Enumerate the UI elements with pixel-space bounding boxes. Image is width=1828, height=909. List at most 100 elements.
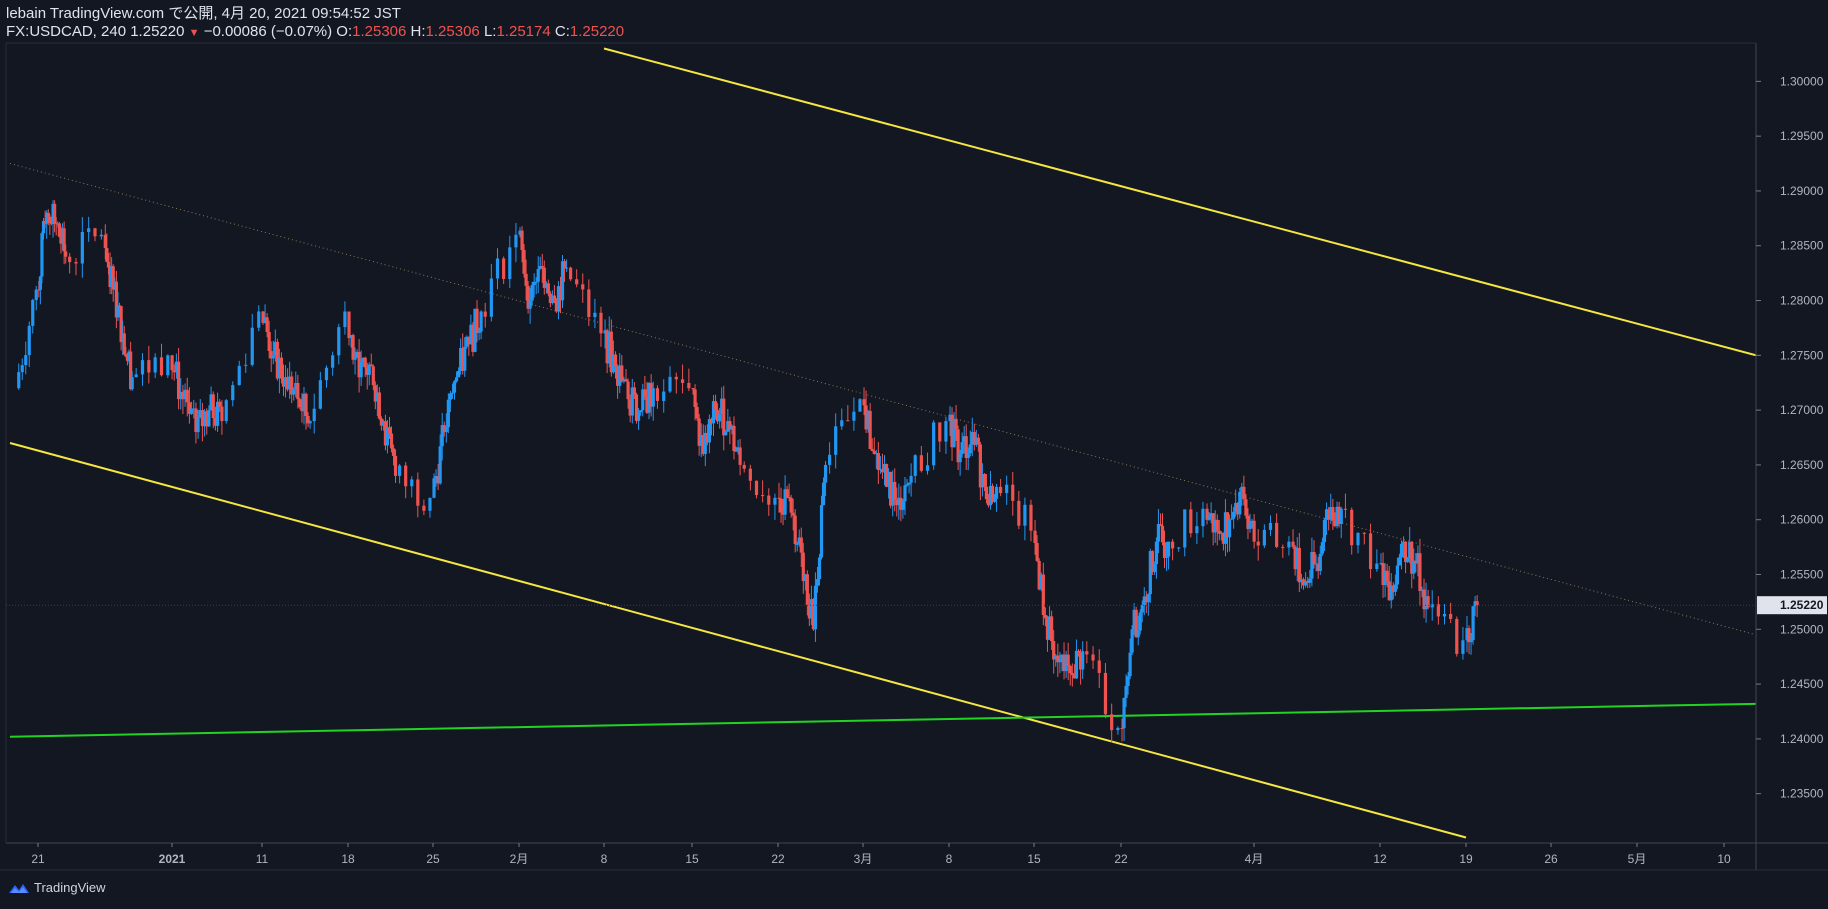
candle-body	[1079, 653, 1083, 670]
candle	[901, 499, 905, 519]
candle	[862, 387, 866, 416]
candle	[1291, 529, 1295, 549]
candle-body	[809, 599, 813, 619]
candle	[787, 483, 791, 502]
candle-body	[41, 220, 46, 234]
candle	[87, 216, 91, 242]
candle	[1221, 532, 1226, 551]
candle-body	[954, 419, 958, 430]
candle	[1301, 577, 1306, 590]
candle-body	[1091, 654, 1095, 661]
candle	[899, 486, 903, 522]
footer-branding[interactable]: TradingView	[8, 880, 106, 895]
candle-body	[1138, 612, 1142, 631]
candle	[1076, 649, 1081, 657]
candle-body	[1287, 541, 1291, 548]
candle	[288, 361, 292, 399]
candle	[1234, 489, 1238, 517]
candle	[526, 280, 530, 314]
candle-body	[605, 330, 609, 364]
candle-body	[895, 499, 899, 506]
candle-body	[267, 331, 271, 352]
candle-body	[1142, 596, 1146, 606]
candle-body	[1116, 727, 1120, 731]
candle	[1262, 524, 1266, 548]
candle	[718, 407, 722, 429]
candle-body	[540, 265, 544, 268]
candle	[990, 483, 995, 504]
candle	[231, 381, 235, 407]
candle	[277, 348, 282, 394]
candle	[748, 464, 752, 491]
candle	[1050, 610, 1054, 650]
symbol-interval[interactable]: FX:USDCAD, 240	[6, 23, 127, 40]
candle-body	[864, 405, 868, 430]
candle-body	[662, 391, 666, 401]
candle	[982, 472, 987, 492]
candle	[707, 414, 712, 454]
candle-body	[263, 317, 267, 324]
candle	[183, 383, 187, 407]
candle	[703, 425, 707, 467]
candle	[1299, 573, 1304, 589]
candle	[1414, 553, 1418, 573]
last-price-tag-label: 1.25220	[1780, 598, 1824, 612]
candle	[1126, 672, 1130, 695]
candle-body	[1375, 563, 1379, 570]
candle-body	[381, 421, 386, 426]
candle-body	[542, 267, 546, 288]
candle-body	[377, 392, 381, 419]
candle	[1449, 602, 1453, 624]
candle	[1310, 537, 1314, 587]
tradingview-logo-icon	[9, 883, 29, 893]
candle-body	[1205, 508, 1209, 520]
candle-body	[183, 389, 187, 400]
candle-body	[446, 399, 450, 428]
candle	[626, 378, 630, 409]
candle-body	[1379, 563, 1383, 565]
candle-body	[1242, 486, 1246, 500]
candle	[870, 438, 874, 452]
candle	[1116, 726, 1120, 735]
candle	[1287, 536, 1291, 556]
candle	[477, 327, 481, 341]
candle	[1068, 664, 1072, 686]
candle-body	[304, 393, 308, 417]
candle-body	[1103, 672, 1108, 715]
candle-body	[302, 393, 306, 412]
candle	[819, 495, 824, 560]
candle	[93, 227, 97, 242]
candle	[834, 413, 838, 469]
candle-body	[970, 432, 974, 445]
candle-body	[279, 357, 284, 379]
candle-body	[237, 365, 241, 386]
candle-body	[730, 425, 734, 430]
candle-body	[795, 543, 799, 545]
candle	[952, 411, 956, 448]
candle-body	[1234, 502, 1238, 512]
candle-body	[479, 311, 483, 332]
candle	[793, 509, 797, 553]
candle	[984, 473, 989, 504]
candle-body	[461, 347, 465, 371]
candle-body	[114, 281, 118, 318]
candle-body	[811, 599, 816, 630]
candle-body	[1387, 581, 1391, 601]
candle	[1058, 652, 1062, 674]
candle-body	[116, 305, 120, 318]
candle-body	[958, 453, 962, 463]
candle-body	[1189, 509, 1193, 534]
candle	[64, 244, 68, 264]
candle	[1215, 514, 1219, 546]
candle-body	[718, 414, 722, 422]
candle-body	[701, 434, 705, 454]
candle	[324, 365, 329, 388]
candle-body	[40, 233, 44, 277]
candle	[1469, 633, 1473, 655]
candle	[1403, 541, 1408, 574]
candle-body	[649, 383, 653, 407]
candle	[1385, 563, 1389, 588]
candle-body	[1329, 507, 1333, 520]
candle	[711, 394, 716, 436]
